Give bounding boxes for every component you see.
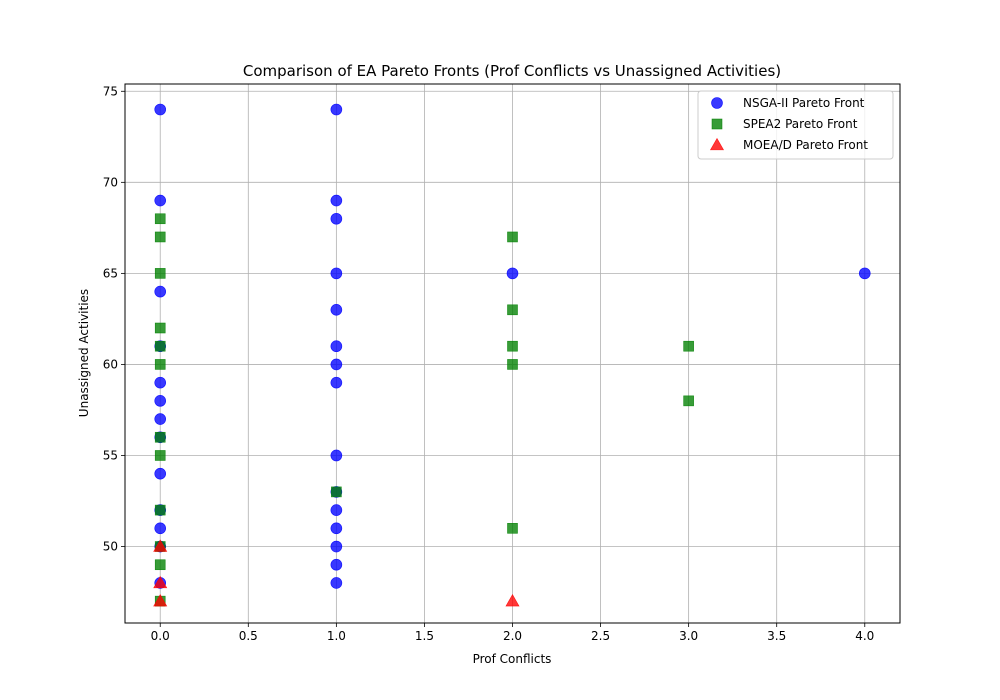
axis-ticks: 0.0 0.5 1.0 1.5 2.0 2.5 3.0 3.5 4.0 50 55 60 65 70 75 [103, 84, 875, 643]
data-point [154, 340, 166, 352]
y-tick-label: 70 [103, 175, 118, 189]
legend-box [697, 90, 894, 160]
data-point [154, 376, 167, 389]
data-point [153, 594, 168, 607]
data-point [154, 213, 166, 225]
x-tick-label: 4.0 [855, 629, 874, 643]
x-tick-label: 3.0 [679, 629, 698, 643]
legend-marker [711, 97, 723, 109]
data-point [331, 486, 342, 498]
series-2 [153, 539, 520, 607]
data-point [330, 376, 343, 389]
y-tick-label: 55 [103, 448, 118, 462]
data-point [154, 395, 167, 407]
data-point [153, 539, 168, 552]
data-point [154, 194, 167, 207]
legend-label: MOEA/D Pareto Front [743, 138, 868, 152]
data-point [154, 322, 166, 334]
data-point [507, 231, 518, 243]
x-tick-label: 0.5 [239, 629, 258, 643]
x-tick-label: 1.0 [327, 629, 346, 643]
data-point [683, 395, 694, 407]
x-tick-label: 2.5 [591, 629, 610, 643]
y-tick-label: 75 [103, 84, 118, 98]
data-point [330, 303, 343, 316]
data-point [330, 504, 343, 516]
legend-marker [709, 137, 725, 151]
data-point [154, 431, 166, 443]
y-tick-label: 65 [103, 266, 118, 280]
data-point [154, 413, 167, 425]
data-point [507, 340, 518, 352]
data-point [505, 594, 520, 607]
data-point [330, 449, 343, 462]
data-point [330, 358, 343, 371]
data-point [154, 450, 166, 461]
data-point [330, 540, 343, 553]
legend-marker [711, 118, 723, 130]
data-point [154, 231, 166, 243]
x-tick-label: 2.0 [503, 629, 522, 643]
legend-label: NSGA-II Pareto Front [743, 96, 865, 110]
data-point [330, 577, 343, 589]
data-point [154, 359, 166, 370]
data-point [683, 340, 694, 352]
data-point [330, 194, 343, 207]
legend: NSGA-II Pareto Front SPEA2 Pareto Front MO… [697, 90, 894, 160]
x-axis-label: Prof Conflicts [473, 652, 552, 666]
data-points [153, 103, 871, 607]
chart-title: Comparison of EA Pareto Fronts (Prof Con… [243, 62, 781, 80]
y-tick-label: 50 [103, 540, 118, 554]
data-point [507, 304, 518, 316]
data-point [330, 267, 343, 280]
data-point [330, 212, 343, 225]
data-point [330, 340, 343, 353]
x-tick-label: 1.5 [415, 629, 434, 643]
data-point [858, 267, 871, 280]
x-tick-label: 3.5 [767, 629, 786, 643]
data-point [154, 467, 167, 480]
data-point [330, 522, 343, 535]
data-point [330, 103, 343, 116]
data-point [154, 285, 167, 298]
data-point [154, 268, 166, 279]
data-point [330, 558, 343, 571]
data-point [154, 103, 167, 116]
data-point [507, 359, 518, 370]
y-tick-label: 60 [103, 357, 118, 371]
grid-lines [125, 84, 900, 623]
data-point [154, 559, 166, 571]
legend-label: SPEA2 Pareto Front [743, 117, 858, 131]
data-point [506, 267, 519, 280]
data-point [154, 522, 167, 535]
data-point [507, 523, 518, 534]
y-axis-label: Unassigned Activities [77, 289, 91, 417]
x-tick-label: 0.0 [151, 629, 170, 643]
data-point [154, 504, 166, 516]
data-point [153, 575, 168, 589]
